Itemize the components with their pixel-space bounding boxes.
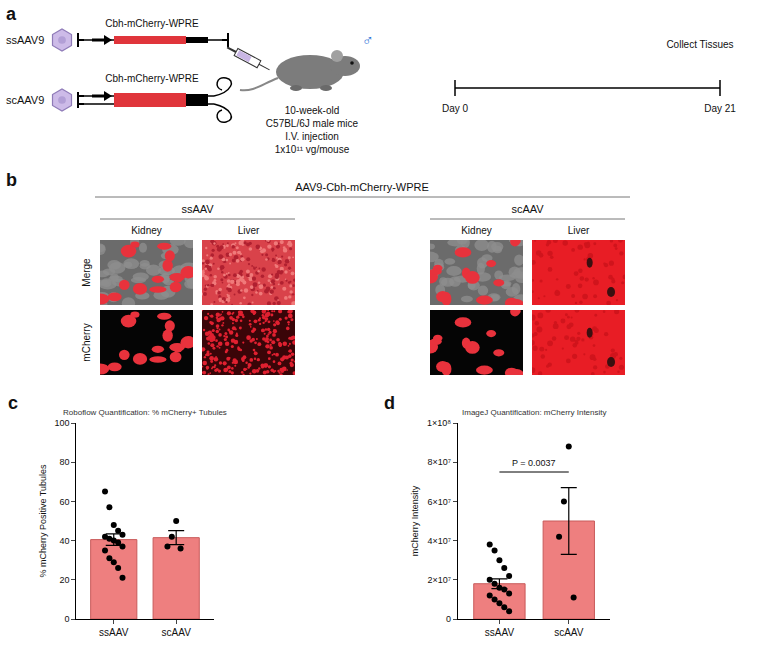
svg-text:Liver: Liver bbox=[238, 225, 260, 236]
svg-text:Cbh-mCherry-WPRE: Cbh-mCherry-WPRE bbox=[105, 18, 199, 29]
svg-text:mCherry: mCherry bbox=[81, 323, 92, 361]
svg-text:ssAAV: ssAAV bbox=[181, 203, 214, 215]
svg-text:1x10¹¹ vg/mouse: 1x10¹¹ vg/mouse bbox=[275, 144, 350, 155]
svg-text:0: 0 bbox=[446, 614, 451, 624]
svg-text:40: 40 bbox=[59, 536, 69, 546]
svg-text:8×10⁷: 8×10⁷ bbox=[427, 457, 451, 467]
svg-text:scAAV: scAAV bbox=[554, 627, 584, 638]
svg-text:Kidney: Kidney bbox=[461, 225, 492, 236]
svg-text:ssAAV: ssAAV bbox=[99, 627, 129, 638]
svg-text:P = 0.0037: P = 0.0037 bbox=[512, 458, 556, 468]
svg-text:Day 21: Day 21 bbox=[704, 103, 736, 114]
svg-text:b: b bbox=[6, 170, 17, 190]
svg-text:% mCherry Positive Tubules: % mCherry Positive Tubules bbox=[38, 464, 48, 578]
svg-text:scAAV: scAAV bbox=[511, 203, 544, 215]
svg-text:scAAV: scAAV bbox=[162, 627, 192, 638]
svg-text:ImageJ Quantification: mCherry: ImageJ Quantification: mCherry Intensity bbox=[462, 408, 607, 417]
svg-text:Day 0: Day 0 bbox=[442, 103, 469, 114]
svg-text:ssAAV: ssAAV bbox=[485, 627, 515, 638]
svg-text:a: a bbox=[6, 4, 17, 24]
svg-text:10-week-old: 10-week-old bbox=[285, 105, 339, 116]
svg-text:2×10⁷: 2×10⁷ bbox=[427, 575, 451, 585]
svg-text:60: 60 bbox=[59, 497, 69, 507]
svg-text:80: 80 bbox=[59, 457, 69, 467]
svg-text:Merge: Merge bbox=[81, 258, 92, 287]
svg-text:♂: ♂ bbox=[362, 32, 374, 49]
svg-text:6×10⁷: 6×10⁷ bbox=[427, 497, 451, 507]
svg-text:0: 0 bbox=[64, 614, 69, 624]
svg-text:Liver: Liver bbox=[568, 225, 590, 236]
svg-text:20: 20 bbox=[59, 575, 69, 585]
svg-text:Kidney: Kidney bbox=[131, 225, 162, 236]
svg-text:I.V. injection: I.V. injection bbox=[285, 131, 339, 142]
svg-text:Roboflow Quantification: % mCh: Roboflow Quantification: % mCherry+ Tubu… bbox=[63, 408, 227, 417]
svg-text:ssAAV9: ssAAV9 bbox=[6, 34, 44, 46]
svg-text:1×10⁸: 1×10⁸ bbox=[427, 418, 451, 428]
svg-text:mCherry Intensity: mCherry Intensity bbox=[410, 485, 420, 556]
svg-text:4×10⁷: 4×10⁷ bbox=[427, 536, 451, 546]
svg-text:Collect Tissues: Collect Tissues bbox=[666, 39, 733, 50]
svg-text:Cbh-mCherry-WPRE: Cbh-mCherry-WPRE bbox=[105, 73, 199, 84]
svg-text:c: c bbox=[8, 393, 18, 413]
svg-text:AAV9-Cbh-mCherry-WPRE: AAV9-Cbh-mCherry-WPRE bbox=[295, 181, 429, 193]
svg-text:100: 100 bbox=[54, 418, 69, 428]
svg-text:scAAV9: scAAV9 bbox=[6, 94, 44, 106]
svg-text:C57BL/6J male mice: C57BL/6J male mice bbox=[266, 118, 359, 129]
svg-text:d: d bbox=[384, 393, 395, 413]
